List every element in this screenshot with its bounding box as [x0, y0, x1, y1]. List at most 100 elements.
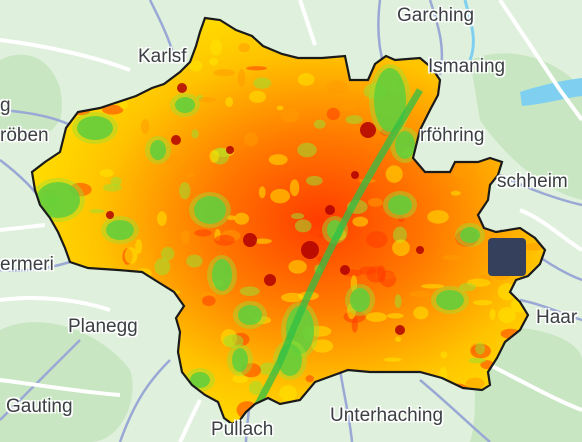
cool-zone-edge [189, 192, 231, 228]
heat-texture-patch [386, 313, 404, 319]
cool-zone-edge [383, 191, 417, 219]
green-area [0, 322, 133, 442]
heat-texture-patch [52, 317, 66, 332]
heat-texture-patch [194, 229, 212, 237]
heat-texture-patch [345, 115, 363, 125]
label-karlsfeld: Karlsf [138, 46, 187, 67]
heat-texture-patch [209, 58, 219, 66]
heat-hotspot [325, 205, 335, 215]
heat-texture-patch [466, 414, 490, 424]
heat-texture-patch [461, 43, 473, 57]
heat-texture-patch [214, 234, 235, 246]
heat-texture-patch [340, 103, 358, 111]
heat-texture-patch [248, 380, 264, 395]
cool-zone [286, 306, 314, 354]
heat-texture-patch [350, 25, 365, 33]
cool-zone [388, 195, 412, 215]
label-unterhaching: Unterhaching [330, 405, 444, 426]
label-unterfohring: rföhring [420, 125, 485, 146]
heat-texture-patch [535, 204, 545, 217]
heat-texture-patch [339, 389, 361, 406]
heat-texture-patch [46, 18, 68, 24]
heat-texture-patch [510, 297, 531, 313]
heat-texture-patch [308, 325, 332, 337]
heat-texture-patch [119, 349, 132, 368]
heat-texture-patch [427, 210, 449, 224]
heat-texture-patch [253, 77, 272, 89]
cool-zone [212, 259, 232, 291]
heat-texture-patch [409, 290, 431, 298]
heat-texture-patch [326, 107, 340, 121]
cool-zone-edge [145, 136, 171, 164]
heat-texture-patch [325, 80, 348, 95]
heat-texture-patch [268, 154, 288, 166]
heat-texture-patch [124, 247, 138, 264]
heat-hotspot [340, 265, 350, 275]
heat-texture-patch [505, 340, 514, 352]
heat-hotspot [171, 135, 181, 145]
heat-texture-patch [41, 46, 50, 51]
heat-texture-patch [154, 258, 171, 276]
cool-zone-edge [455, 223, 485, 247]
cool-zone [460, 227, 480, 243]
heat-texture-patch [160, 247, 175, 261]
heat-texture-patch [91, 73, 99, 84]
heat-texture-patch [279, 385, 297, 402]
heat-texture-patch [209, 39, 223, 56]
heat-texture-patch [394, 294, 402, 308]
heat-texture-patch [294, 219, 312, 233]
heat-texture-patch [276, 105, 284, 111]
heat-texture-patch [366, 39, 383, 57]
heat-texture-patch [227, 215, 236, 221]
heat-texture-patch [163, 155, 185, 167]
heat-texture-patch [89, 209, 105, 214]
heat-texture-patch [180, 230, 191, 245]
isar-green-corridor [246, 88, 424, 422]
cool-zone [190, 372, 210, 388]
heat-texture-patch [475, 342, 485, 355]
heat-texture-patch [225, 18, 239, 25]
heat-texture-patch [156, 211, 167, 226]
heat-texture-patch [160, 27, 181, 37]
cool-zone [436, 290, 464, 310]
heat-texture-patch [305, 175, 323, 186]
cool-zone-edge [369, 64, 411, 136]
heat-texture-patch [246, 66, 268, 71]
heat-texture-patch [489, 308, 496, 320]
heat-texture-patch [342, 18, 354, 25]
heat-texture-patch [485, 98, 506, 115]
green-area [0, 54, 62, 140]
heat-texture-patch [466, 89, 486, 97]
heat-texture-patch [394, 336, 402, 343]
heat-texture-patch [173, 413, 183, 422]
heat-texture-patch [68, 36, 85, 42]
heat-texture-patch [130, 35, 144, 41]
heat-texture-patch [113, 40, 125, 54]
cool-zone-edge [170, 93, 200, 117]
cool-zone [150, 140, 166, 160]
heat-texture-patch [45, 83, 62, 98]
heat-texture-patch [119, 100, 128, 110]
heat-texture-patch [238, 42, 250, 53]
heat-texture-patch [385, 165, 403, 183]
heat-texture-patch [45, 67, 53, 74]
heat-texture-patch [395, 373, 414, 387]
heat-texture-patch [135, 239, 143, 254]
heat-hotspot [177, 83, 187, 93]
heat-texture-patch [507, 367, 531, 376]
cool-zone [395, 131, 415, 159]
heat-texture-patch [103, 183, 122, 192]
heat-texture-patch [258, 186, 266, 199]
heat-texture-patch [148, 308, 171, 319]
heat-texture-patch [253, 238, 272, 244]
heat-texture-patch [177, 420, 185, 424]
heat-texture-patch [234, 212, 250, 225]
heat-texture-patch [498, 369, 521, 386]
heat-texture-patch [105, 353, 124, 370]
heat-texture-patch [41, 102, 58, 118]
heat-texture-patch [179, 182, 191, 200]
heat-texture-patch [449, 30, 464, 43]
heat-texture-patch [185, 172, 196, 178]
